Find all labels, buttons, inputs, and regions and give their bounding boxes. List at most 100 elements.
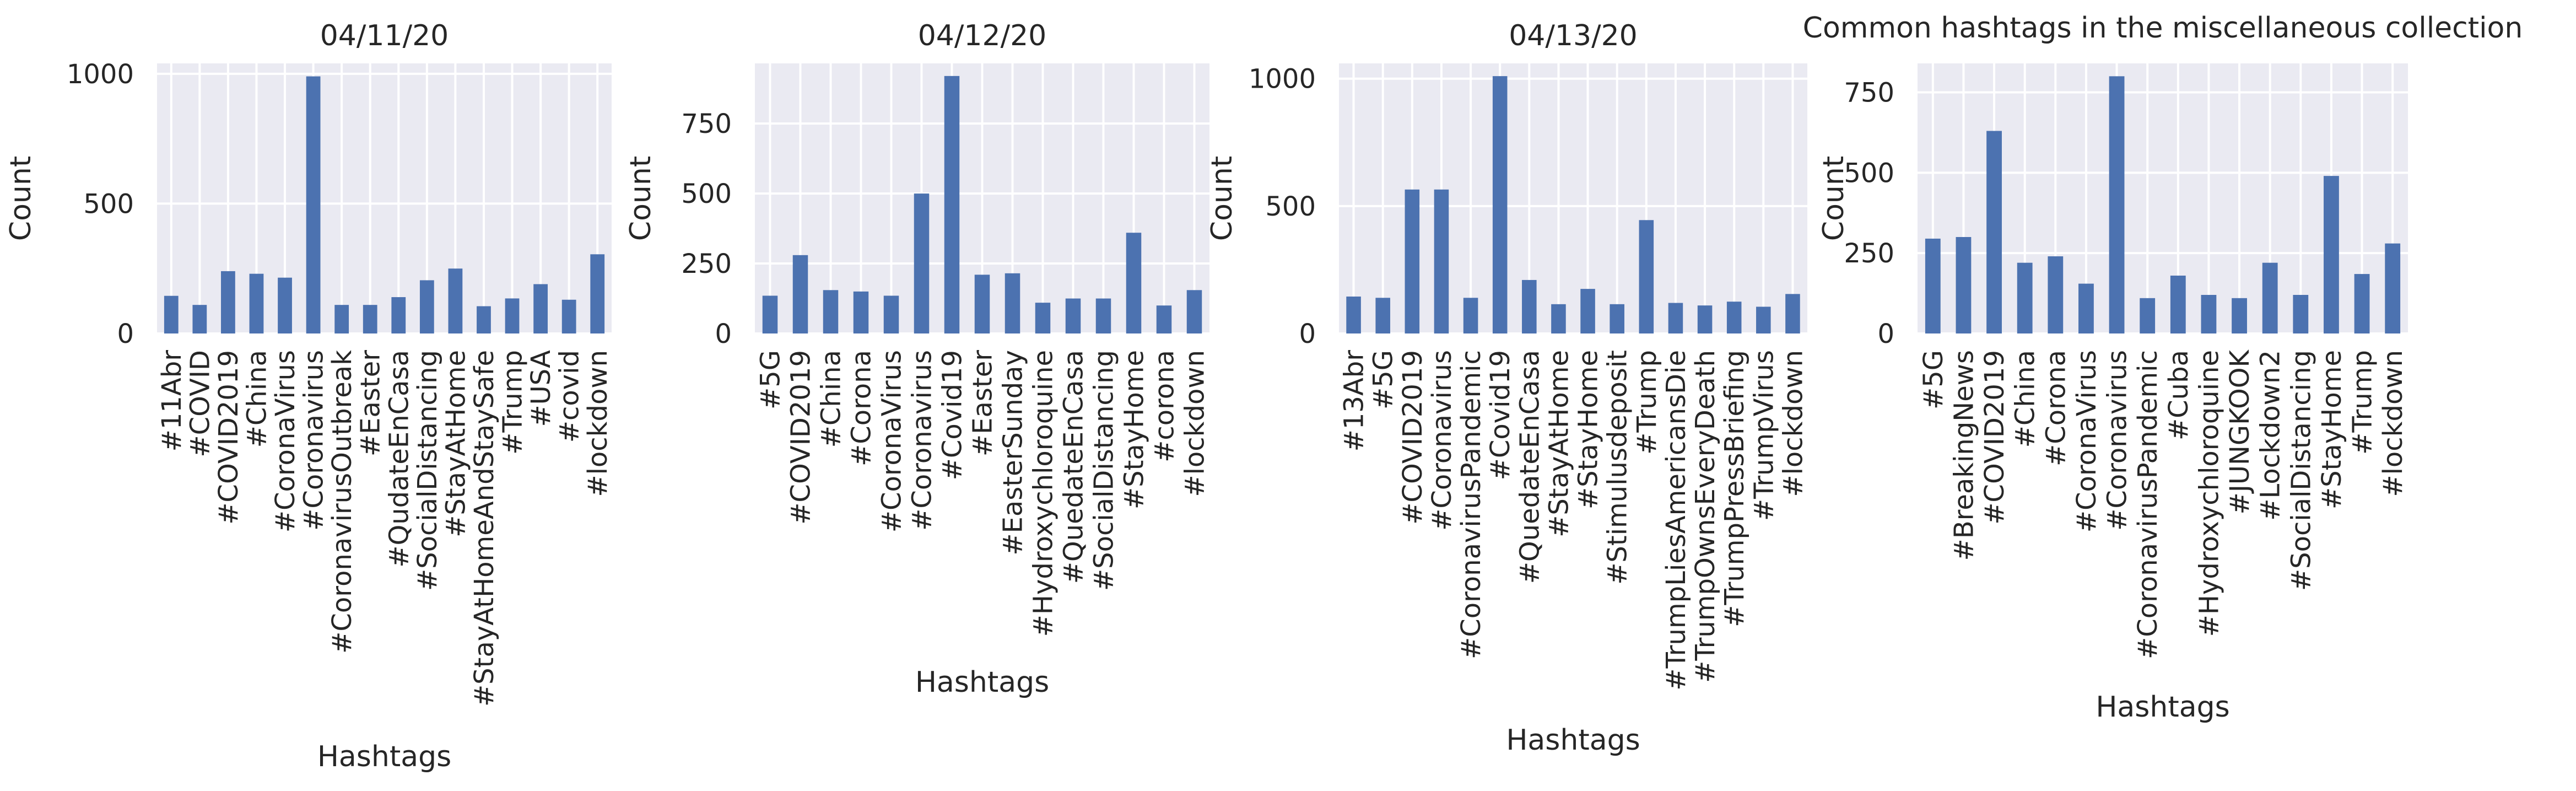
x-tick-label: #Coronavirus: [299, 350, 330, 531]
bar: [2324, 176, 2339, 333]
bar: [1186, 290, 1202, 333]
x-tick-label: #11Abr: [156, 350, 187, 452]
bar: [505, 298, 520, 333]
bar: [1434, 189, 1449, 333]
x-tick-label: #JUNGKOOK: [2224, 349, 2255, 514]
x-tick-label: #5G: [755, 350, 786, 410]
x-tick-label: #Cuba: [2163, 350, 2194, 440]
bar: [944, 76, 960, 334]
x-tick-label: #QuedateEnCasa: [1514, 350, 1545, 584]
subplot-title-misc: Common hashtags in the miscellaneous col…: [1803, 12, 2523, 45]
x-tick-label: #Corona: [846, 350, 877, 466]
bar: [914, 193, 930, 333]
bar: [561, 299, 576, 333]
bar: [1697, 305, 1713, 333]
y-tick-label: 250: [1844, 238, 1894, 269]
subplot-title-0411: 04/11/20: [320, 19, 449, 52]
y-axis-label-0411: Count: [4, 156, 37, 241]
y-axis-label-0412: Count: [624, 156, 657, 241]
y-tick-label: 0: [1877, 319, 1894, 349]
bar: [2385, 243, 2401, 333]
y-ticks-misc: 0 250 500 750: [1844, 78, 1894, 350]
bar: [1986, 131, 2002, 333]
bar: [1035, 303, 1051, 333]
x-tick-label: #EasterSunday: [998, 350, 1029, 556]
panel-0413: 0 500 1000 #13Abr#5G#COVID2019#Coronavirus…: [1206, 19, 1808, 757]
y-tick-label: 500: [1844, 158, 1894, 189]
x-tick-label: #BreakingNews: [1948, 350, 1979, 561]
x-tick-label: #Trump: [2347, 350, 2378, 455]
x-tick-label: #CoronavirusOutbreak: [327, 350, 358, 654]
x-axis-label-misc: Hashtags: [2096, 691, 2229, 724]
bar: [477, 306, 491, 333]
bar: [1610, 304, 1624, 333]
x-tick-label: #Lockdown2: [2255, 350, 2286, 521]
bar: [1668, 303, 1683, 333]
bar: [1726, 302, 1742, 333]
bar: [334, 305, 349, 333]
bar: [2201, 295, 2217, 333]
panel-misc: 0 250 500 750 #5G #BreakingNews #COVID2019 #Ch…: [1803, 12, 2523, 724]
x-tick-label: #QudateEnCasa: [384, 350, 414, 568]
x-tick-label: #StayHome: [2316, 350, 2347, 509]
y-tick-label: 1000: [67, 59, 134, 90]
y-tick-label: 0: [1299, 319, 1316, 349]
y-tick-label: 500: [1265, 191, 1316, 222]
subplot-title-0412: 04/12/20: [918, 19, 1047, 52]
bar: [1156, 305, 1172, 333]
x-tick-label: #covid: [554, 350, 585, 443]
bar: [1095, 298, 1111, 333]
bar: [448, 268, 463, 333]
x-tick-label: #Stimulusdeposit: [1602, 350, 1633, 585]
x-tick-label: #CoronavirusPandemic: [1456, 350, 1487, 659]
x-tick-label: #QuedateEnCasa: [1059, 350, 1089, 584]
bar: [1126, 233, 1142, 333]
x-tick-label: #TrumpLiesAmericansDie: [1661, 350, 1692, 691]
bar: [2232, 298, 2247, 333]
x-ticks-0413: #13Abr#5G#COVID2019#Coronavirus#Coronavi…: [1339, 350, 1809, 691]
x-tick-label: #CoronavirusPandemic: [2132, 350, 2163, 659]
x-tick-label: #13Abr: [1339, 350, 1370, 452]
bar: [1405, 189, 1420, 333]
bar: [1756, 306, 1771, 333]
x-tick-label: #CoronaVirus: [877, 350, 908, 532]
x-ticks-0412: #5G #COVID2019 #China #Corona #CoronaVirus #C…: [755, 350, 1211, 637]
bar: [391, 297, 406, 333]
x-tick-label: #SocialDistancing: [1089, 350, 1120, 591]
x-tick-label: #StayAtHome: [1543, 350, 1574, 537]
bar: [1463, 298, 1478, 333]
bar: [2109, 76, 2125, 334]
y-ticks-0413: 0 500 1000: [1249, 64, 1316, 349]
bars-0411: [164, 76, 605, 334]
x-tick-label: #lockdown: [582, 350, 613, 497]
bar: [1375, 298, 1390, 333]
bar: [792, 255, 808, 333]
bar: [533, 284, 548, 333]
x-tick-label: #5G: [1368, 350, 1399, 410]
bar: [192, 305, 207, 333]
y-tick-label: 750: [1844, 78, 1894, 109]
x-tick-label: #SocialDistancing: [412, 350, 443, 591]
bar: [363, 305, 377, 333]
x-tick-label: #StayAtHomeAndStaySafe: [469, 350, 500, 707]
bar: [1492, 76, 1508, 333]
x-tick-label: #SocialDistancing: [2286, 350, 2316, 591]
bar: [883, 295, 899, 333]
y-ticks-0411: 0 500 1000: [67, 59, 134, 349]
y-tick-label: 500: [83, 189, 134, 219]
x-tick-label: #Coronavirus: [1427, 350, 1457, 531]
bar: [249, 273, 264, 333]
x-tick-label: #StayAtHome: [440, 350, 471, 537]
x-tick-label: #Corona: [2040, 350, 2071, 466]
x-tick-label: #China: [816, 350, 847, 448]
x-tick-label: #lockdown: [2378, 350, 2408, 497]
bar: [1639, 220, 1654, 333]
x-tick-label: #COVID: [185, 350, 215, 458]
y-tick-label: 0: [715, 319, 732, 349]
bar: [974, 275, 990, 333]
bars-0413: [1346, 76, 1800, 333]
y-tick-label: 1000: [1249, 64, 1316, 95]
bar: [221, 271, 235, 333]
x-tick-label: #TrumpVirus: [1748, 350, 1779, 521]
